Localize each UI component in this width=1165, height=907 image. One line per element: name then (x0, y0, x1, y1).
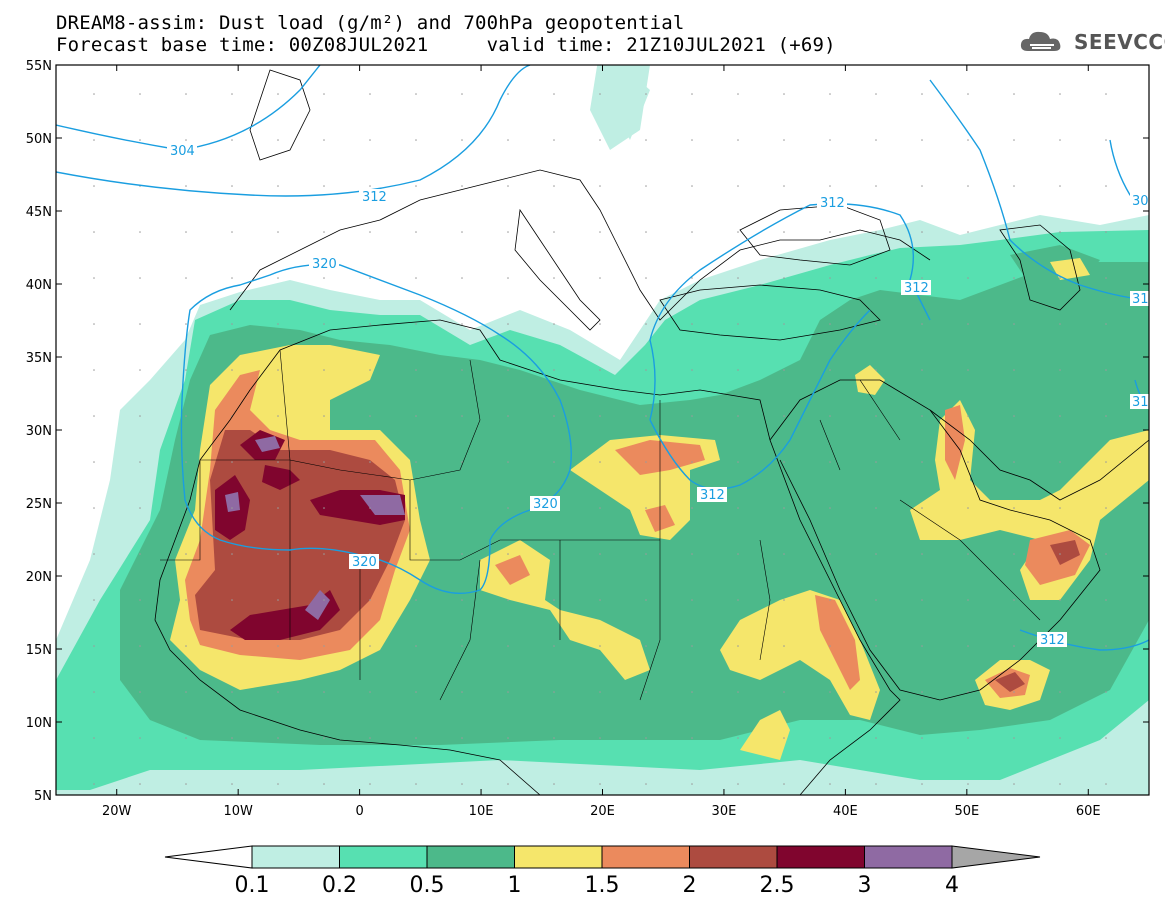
coastline-africa (199, 319, 901, 795)
map-title: DREAM8-assim: Dust load (g/m²) and 700hP… (56, 12, 685, 34)
colorbar-swatch (601, 845, 690, 869)
lon-tick-label: 10W (223, 804, 253, 819)
contour-label: 31 (1132, 292, 1149, 307)
latitude-axis: 55N 50N 45N 40N 35N 30N 25N 20N 15N 10N 5N (26, 59, 1149, 804)
contour-320-west (180, 263, 572, 595)
contour-label: 31 (1132, 395, 1149, 410)
lon-tick-label: 20E (590, 804, 615, 819)
lat-tick-label: 50N (26, 132, 52, 147)
colorbar-swatch (251, 845, 340, 869)
contour-label: 312 (1040, 633, 1065, 648)
colorbar-swatch (776, 845, 865, 869)
colorbar-tick-label: 0.2 (322, 873, 357, 898)
lon-tick-label: 60E (1076, 804, 1101, 819)
lon-tick-label: 50E (954, 804, 979, 819)
lon-tick-label: 10E (469, 804, 494, 819)
contour-label: 320 (533, 497, 558, 512)
contour-label: 312 (904, 281, 929, 296)
cloud-icon (1020, 31, 1061, 51)
lat-tick-label: 25N (26, 497, 52, 512)
contour-312-east (649, 203, 931, 490)
map-grid-dots (56, 65, 1149, 795)
contour-312-north (56, 65, 531, 197)
coastline-black-sea (739, 204, 891, 266)
coastline-persian-gulf (929, 409, 1149, 501)
lat-tick-label: 15N (26, 643, 52, 658)
contour-30-ne (1109, 139, 1149, 206)
colorbar-swatch (689, 845, 778, 869)
colorbar-under-triangle (164, 845, 253, 869)
colorbar-swatch (426, 845, 515, 869)
lat-tick-label: 55N (26, 59, 52, 74)
lon-tick-label: 40E (833, 804, 858, 819)
coastlines (154, 69, 1149, 795)
contour-label: 312 (700, 488, 725, 503)
contour-label: 30 (1132, 194, 1149, 209)
lat-tick-label: 30N (26, 424, 52, 439)
coastline-turkey (659, 284, 881, 341)
colorbar-tick-label: 0.5 (410, 873, 445, 898)
geopotential-contours (56, 65, 1149, 651)
coastline-caspian (999, 224, 1081, 311)
lat-tick-label: 10N (26, 716, 52, 731)
colorbar-swatch (864, 845, 953, 869)
coastline-britain (249, 69, 311, 161)
lon-tick-label: 0 (355, 804, 363, 819)
colorbar-over-triangle (951, 845, 1041, 869)
lon-tick-label: 20W (102, 804, 132, 819)
contour-label: 312 (362, 190, 387, 205)
contour-312-arabia (929, 79, 1149, 301)
longitude-axis: 20W 10W 0 10E 20E 30E 40E 50E 60E (102, 65, 1101, 819)
coastline-west-africa (154, 459, 541, 795)
colorbar-swatch (339, 845, 428, 869)
lat-tick-label: 5N (34, 789, 52, 804)
colorbar-tick-label: 4 (945, 873, 959, 898)
lon-tick-label: 30E (712, 804, 737, 819)
contour-label: 320 (352, 555, 377, 570)
contour-label: 320 (312, 257, 337, 272)
coastline-italy (514, 208, 601, 331)
contour-label: 312 (820, 196, 845, 211)
contour-label: 304 (170, 144, 195, 159)
colorbar-tick-label: 1 (508, 873, 522, 898)
colorbar-tick-label: 2 (683, 873, 697, 898)
lat-tick-label: 40N (26, 278, 52, 293)
colorbar-legend: 0.1 0.2 0.5 1 1.5 2 2.5 3 4 (164, 845, 1041, 898)
colorbar-tick-label: 1.5 (585, 873, 620, 898)
seevccc-logo: SEEVCCC (1018, 27, 1165, 57)
lat-tick-label: 35N (26, 351, 52, 366)
contour-label-group: 304 312 320 320 312 312 312 320 312 30 3… (167, 143, 1149, 648)
colorbar-tick-label: 0.1 (235, 873, 270, 898)
colorbar-tick-label: 2.5 (760, 873, 795, 898)
colorbar-tick-label: 3 (858, 873, 872, 898)
colorbar-swatch (514, 845, 603, 869)
lat-tick-label: 20N (26, 570, 52, 585)
coastline-europe (229, 169, 931, 321)
coastline-arabia (769, 379, 1101, 701)
forecast-times: Forecast base time: 00Z08JUL2021 valid t… (56, 34, 836, 56)
lat-tick-label: 45N (26, 205, 52, 220)
logo-text: SEEVCCC (1074, 30, 1165, 54)
